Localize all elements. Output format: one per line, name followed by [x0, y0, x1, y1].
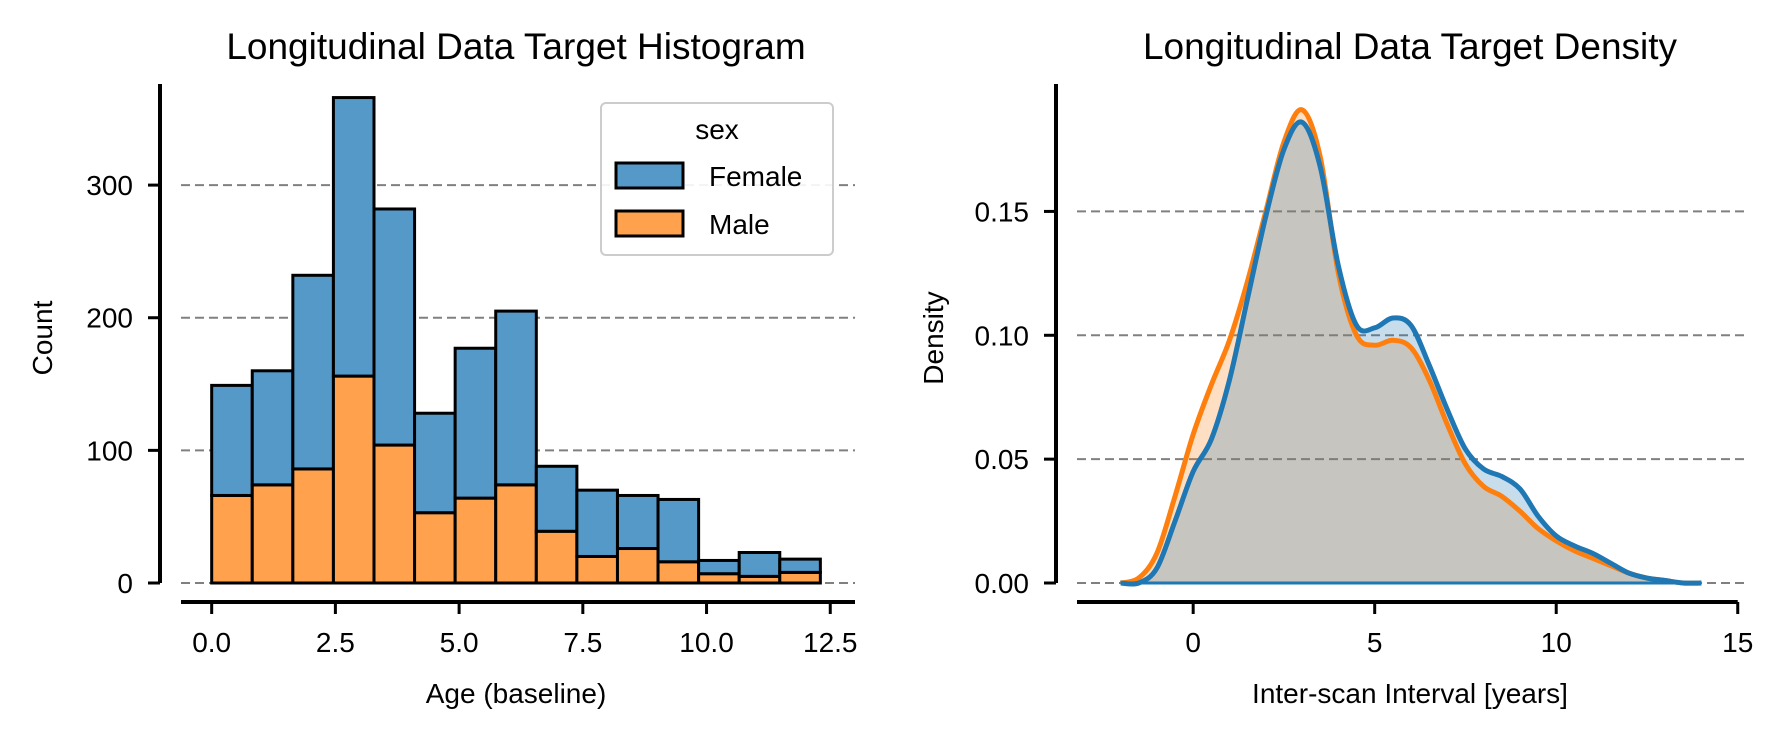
bar-female — [413, 411, 457, 515]
histogram-y-axis-label: Count — [27, 300, 58, 375]
histogram-x-axis-label: Age (baseline) — [426, 678, 607, 709]
x-tick-label: 0 — [1185, 627, 1201, 658]
bar-female — [331, 96, 376, 378]
x-tick-label: 5 — [1367, 627, 1383, 658]
bar-male — [250, 483, 295, 585]
y-tick-label: 0.00 — [975, 568, 1030, 599]
bar-female — [656, 497, 701, 564]
y-tick-label: 0.15 — [975, 196, 1030, 227]
bar-female — [737, 550, 782, 578]
x-tick-label: 15 — [1722, 627, 1753, 658]
density-curves — [1119, 107, 1702, 587]
density-y-axis-label: Density — [918, 291, 949, 384]
bar-male — [575, 554, 619, 585]
histogram-legend: sex Female Male — [600, 102, 834, 256]
density-axes: 0.00 0.05 0.10 0.15 0 5 10 15 — [975, 84, 1753, 658]
legend-swatch-male — [614, 209, 685, 238]
bar-male — [372, 443, 417, 585]
density-line-blue — [1120, 119, 1702, 587]
density-area-blue — [1120, 121, 1702, 585]
histogram-axes: 0 100 200 300 0.0 2.5 5.0 7.5 10.0 12.5 — [86, 84, 858, 658]
histogram-bars — [210, 96, 822, 585]
bar-male — [656, 560, 701, 585]
y-tick-label: 0 — [117, 568, 133, 599]
bar-female — [453, 346, 498, 500]
x-tick-label: 10.0 — [679, 627, 734, 658]
bar-male — [331, 374, 376, 585]
legend-label-female: Female — [709, 161, 802, 192]
x-tick-label: 0.0 — [192, 627, 231, 658]
bar-female — [575, 488, 619, 558]
density-title: Longitudinal Data Target Density — [1143, 26, 1678, 67]
bar-female — [494, 309, 538, 487]
density-chart: Longitudinal Data Target Density Density… — [918, 26, 1753, 709]
bar-female — [615, 493, 660, 551]
legend-label-male: Male — [709, 209, 770, 240]
x-tick-label: 5.0 — [440, 627, 479, 658]
y-tick-label: 200 — [86, 303, 133, 334]
bar-female — [250, 369, 295, 487]
bar-female — [778, 557, 822, 574]
bar-female — [291, 273, 335, 471]
histogram-title: Longitudinal Data Target Histogram — [226, 26, 805, 67]
y-tick-label: 100 — [86, 435, 133, 466]
y-tick-label: 0.10 — [975, 320, 1030, 351]
x-tick-label: 10 — [1541, 627, 1572, 658]
bar-female — [534, 464, 579, 533]
y-tick-label: 300 — [86, 170, 133, 201]
bar-male — [291, 467, 335, 585]
bar-female — [697, 558, 741, 576]
legend-swatch-female — [614, 161, 685, 190]
bar-male — [615, 547, 660, 585]
x-tick-label: 7.5 — [563, 627, 602, 658]
histogram-chart: Longitudinal Data Target Histogram Count… — [27, 26, 858, 709]
bar-male — [494, 483, 538, 585]
bar-male — [210, 493, 254, 585]
bar-female — [372, 207, 417, 447]
x-tick-label: 12.5 — [803, 627, 858, 658]
legend-title: sex — [695, 114, 739, 145]
bar-male — [413, 511, 457, 585]
bar-male — [453, 496, 498, 585]
y-tick-label: 0.05 — [975, 444, 1030, 475]
density-line-orange — [1119, 107, 1702, 586]
x-tick-label: 2.5 — [316, 627, 355, 658]
bar-male — [778, 570, 822, 585]
bar-male — [534, 529, 579, 585]
bar-female — [210, 383, 254, 497]
density-area-orange — [1120, 109, 1702, 584]
density-x-axis-label: Inter-scan Interval [years] — [1252, 678, 1568, 709]
